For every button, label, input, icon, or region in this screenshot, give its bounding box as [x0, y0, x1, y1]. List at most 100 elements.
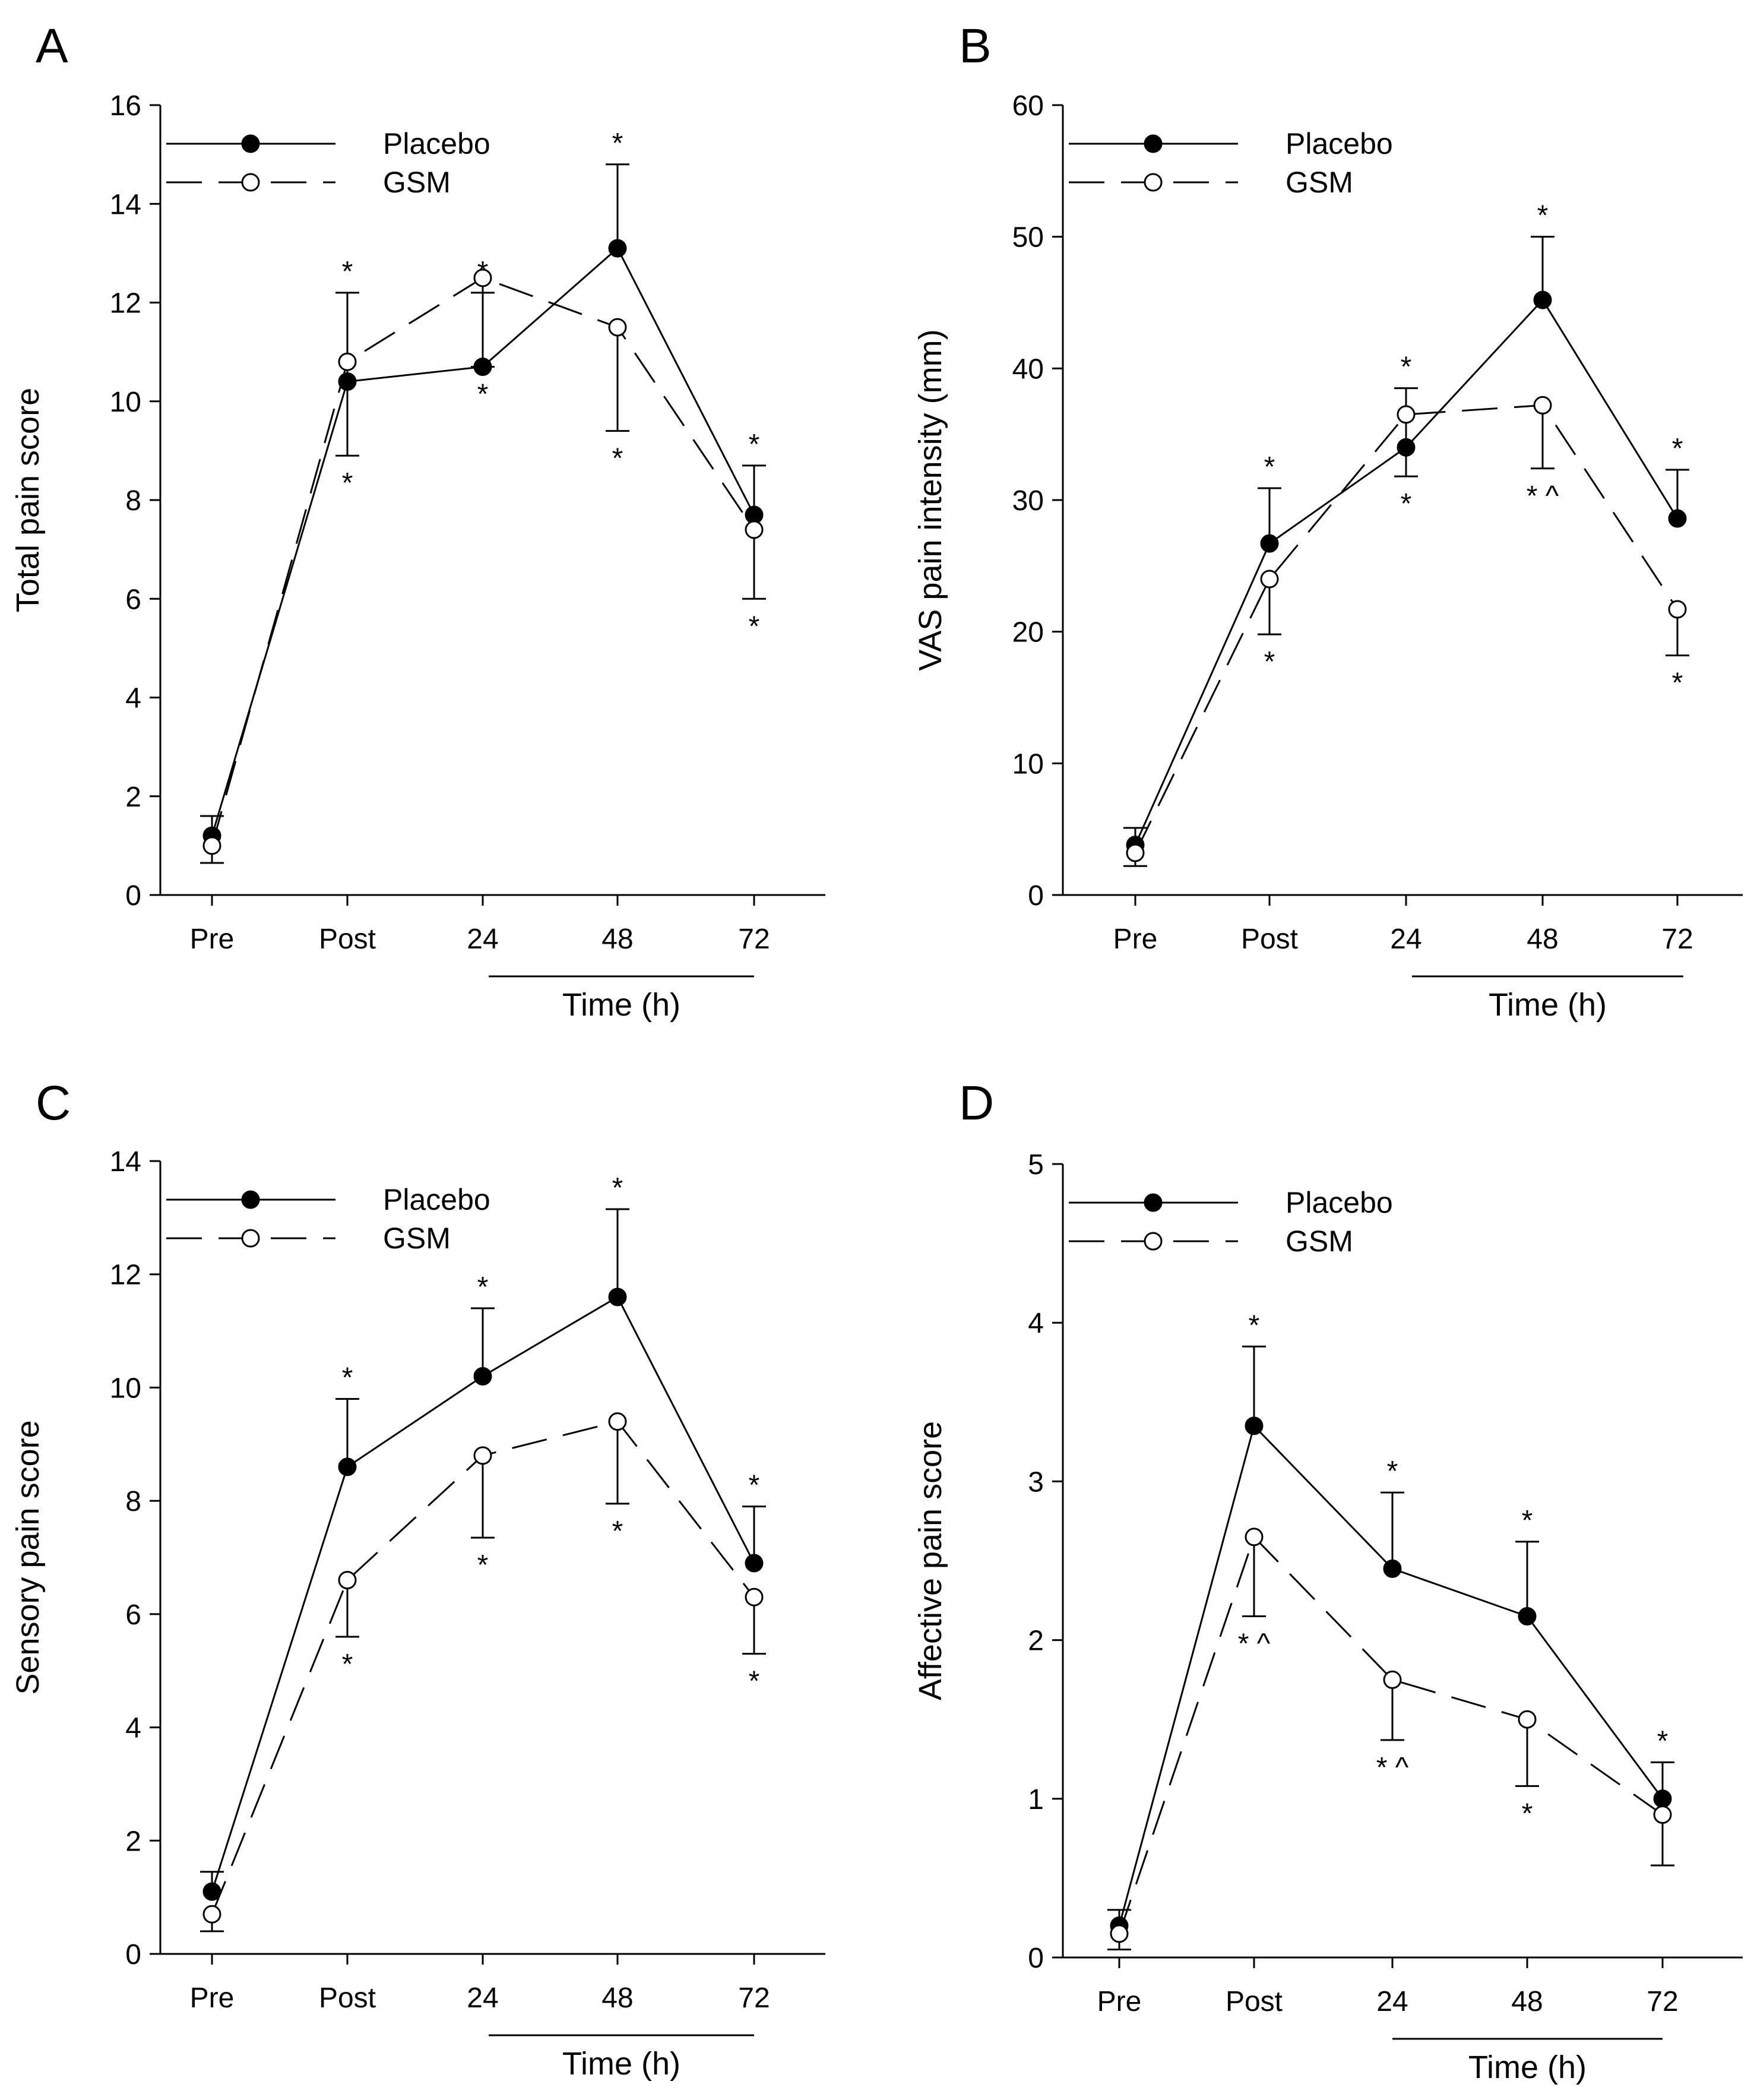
panel-b-significance-mark: *: [1537, 200, 1549, 232]
panel-a-significance-mark: *: [477, 379, 489, 410]
panel-d-legend-label-1: GSM: [1286, 1225, 1353, 1258]
panel-c-y-tick-label: 6: [125, 1599, 141, 1631]
panel-d-series-line-1: [1118, 1535, 1663, 1934]
panel-a-x-axis-label: Time (h): [562, 987, 680, 1023]
panel-d-legend-marker-0: [1144, 1193, 1163, 1212]
panel-b-series-line-1: [1134, 404, 1679, 853]
panel-c-legend-marker-0: [241, 1190, 260, 1209]
panel-b-group: B 0 10 20 30 40 50 60 Pre Post 24 48 72 Time (h) VAS …: [913, 19, 1743, 1023]
panel-a-legend-marker-1: [241, 173, 260, 192]
panel-d-data-point-0: [1653, 1789, 1672, 1808]
panel-a-significance-mark: *: [612, 128, 623, 159]
panel-a-significance-mark: *: [749, 429, 760, 460]
panel-c-x-axis-label: Time (h): [562, 2046, 680, 2082]
panel-c-x-tick-label: Pre: [190, 1982, 235, 2014]
panel-c-letter: C: [36, 1076, 71, 1130]
panel-d-group: D 0 1 2 3 4 5 Pre Post 24 48 72 Time (h) Affective p…: [913, 1076, 1743, 2085]
panel-a-y-tick-label: 16: [110, 90, 141, 122]
panel-b-y-tick-label: 20: [1012, 617, 1044, 649]
panel-a-data-point-1: [745, 520, 764, 539]
panel-b-y-tick-label: 10: [1012, 748, 1044, 780]
panel-d-data-point-0: [1245, 1416, 1264, 1435]
panel-a-x-tick-label: 24: [467, 924, 498, 955]
panel-b-significance-mark: *: [1401, 488, 1412, 520]
panel-b-data-point-1: [1668, 600, 1687, 619]
panel-c-significance-mark: *: [749, 1666, 760, 1697]
panel-d-significance-mark: * ^: [1376, 1752, 1409, 1783]
panel-a-significance-mark: *: [612, 443, 623, 475]
panel-d-data-point-0: [1518, 1607, 1537, 1626]
panel-a-data-point-0: [338, 372, 357, 391]
panel-b-data-point-1: [1260, 570, 1279, 589]
panel-a-legend-marker-0: [241, 134, 260, 153]
panel-b-x-tick-label: 48: [1527, 924, 1558, 955]
panel-d-legend-label-0: Placebo: [1286, 1186, 1393, 1219]
panel-b-significance-mark: *: [1401, 352, 1412, 383]
panel-b-y-tick-label: 30: [1012, 485, 1044, 517]
panel-c-legend-label-0: Placebo: [383, 1183, 490, 1216]
panel-b-data-point-0: [1397, 438, 1416, 457]
panel-d-x-tick-label: 24: [1376, 1986, 1408, 2017]
panel-c-significance-mark: *: [342, 1362, 353, 1394]
panel-c-x-tick-label: 48: [601, 1982, 633, 2014]
panel-b-x-tick-label: Post: [1241, 924, 1298, 955]
panel-b-x-tick-label: 72: [1661, 924, 1693, 955]
panel-c-data-point-0: [338, 1457, 357, 1476]
panel-d-significance-mark: *: [1387, 1456, 1398, 1487]
panel-c-x-tick-label: 24: [467, 1982, 498, 2014]
panel-b-data-point-1: [1126, 843, 1145, 862]
panel-d-x-tick-label: 72: [1647, 1986, 1678, 2017]
panel-a-letter: A: [36, 19, 68, 73]
panel-a-data-point-1: [608, 318, 627, 337]
panel-a-data-point-1: [473, 268, 492, 287]
panel-b-legend-label-0: Placebo: [1286, 127, 1393, 160]
panel-b-letter: B: [959, 19, 992, 73]
panel-c-y-axis-label: Sensory pain score: [10, 1420, 46, 1694]
panel-b-legend-label-1: GSM: [1286, 166, 1353, 199]
panel-c-data-point-0: [202, 1882, 221, 1901]
panel-d-significance-mark: * ^: [1238, 1628, 1271, 1660]
panel-a-legend-label-1: GSM: [383, 166, 451, 199]
panel-d-x-axis-label: Time (h): [1468, 2050, 1587, 2085]
panel-b-data-point-0: [1260, 534, 1279, 553]
panel-d-data-point-1: [1383, 1670, 1402, 1689]
panel-d-data-point-0: [1383, 1559, 1402, 1578]
panel-d-data-point-1: [1653, 1805, 1672, 1824]
panel-b-significance-mark: *: [1264, 451, 1275, 483]
panel-a-y-tick-label: 4: [125, 683, 141, 714]
panel-d-x-tick-label: Post: [1226, 1986, 1283, 2017]
panel-b-x-tick-label: Pre: [1113, 924, 1158, 955]
panel-a-data-point-0: [608, 239, 627, 258]
panel-a-x-tick-label: 48: [601, 924, 633, 955]
panel-a-significance-mark: *: [342, 256, 353, 287]
panel-c-data-point-1: [745, 1587, 764, 1606]
panel-a-y-tick-label: 2: [125, 782, 141, 813]
panel-b-plot: 0 10 20 30 40 50 60 Pre Post 24 48 72 Time (h) VAS pa…: [913, 90, 1743, 1023]
panel-a-significance-mark: *: [342, 467, 353, 499]
panel-c-y-tick-label: 12: [110, 1260, 141, 1291]
panel-d-y-tick-label: 5: [1028, 1149, 1044, 1181]
panel-d-data-point-1: [1245, 1527, 1264, 1546]
panel-c-data-point-0: [745, 1554, 764, 1573]
panel-d-significance-mark: *: [1657, 1725, 1668, 1757]
panel-a-y-tick-label: 10: [110, 387, 141, 418]
panel-b-significance-mark: *: [1672, 433, 1683, 464]
panel-b-data-point-1: [1397, 405, 1416, 424]
panel-d-y-tick-label: 3: [1028, 1466, 1044, 1498]
panel-d-significance-mark: *: [1522, 1505, 1533, 1536]
panel-c-legend-label-1: GSM: [383, 1222, 451, 1255]
panel-a-x-tick-label: 72: [738, 924, 770, 955]
panel-d-y-tick-label: 2: [1028, 1625, 1044, 1657]
panel-b-y-tick-label: 40: [1012, 353, 1044, 385]
panel-c-y-tick-label: 14: [110, 1146, 141, 1178]
panel-b-y-axis-label: VAS pain intensity (mm): [913, 329, 948, 671]
panel-a-y-tick-label: 12: [110, 288, 141, 320]
panel-b-y-tick-label: 60: [1012, 90, 1044, 122]
panel-d-letter: D: [959, 1076, 994, 1130]
panel-c-data-point-1: [202, 1905, 221, 1924]
panel-b-x-axis-label: Time (h): [1489, 987, 1607, 1023]
